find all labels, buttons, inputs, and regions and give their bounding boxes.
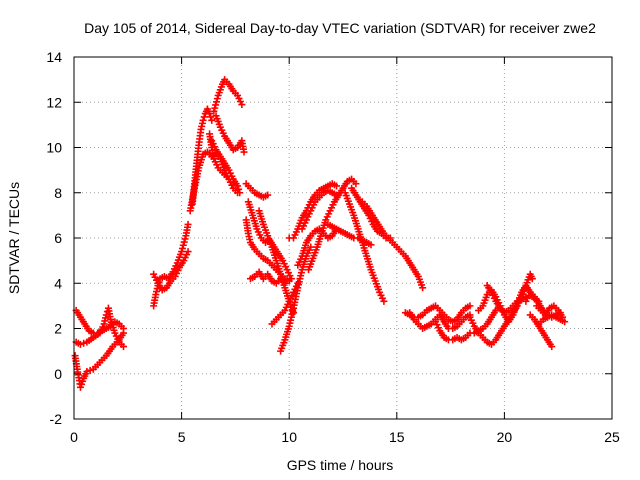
data-series	[305, 175, 360, 274]
x-tick-label: 25	[604, 429, 620, 445]
data-point-marker	[178, 244, 186, 252]
y-tick-label: 0	[54, 366, 62, 382]
data-series	[212, 112, 248, 156]
x-tick-label: 15	[389, 429, 405, 445]
data-point-marker	[76, 340, 84, 348]
data-point-marker	[235, 185, 243, 193]
y-tick-label: 12	[46, 94, 62, 110]
data-point-marker	[119, 343, 127, 351]
x-tick-label: 0	[70, 429, 78, 445]
data-point-marker	[528, 275, 536, 283]
data-point-marker	[210, 107, 218, 115]
data-point-marker	[179, 241, 187, 249]
data-point-marker	[184, 220, 192, 228]
data-point-marker	[352, 180, 360, 188]
data-series	[526, 311, 556, 351]
data-series	[277, 243, 315, 355]
data-point-marker	[207, 113, 215, 121]
data-series	[242, 216, 293, 285]
data-series	[71, 329, 127, 391]
data-point-marker	[180, 238, 188, 246]
y-tick-label: 10	[46, 140, 62, 156]
data-point-marker	[80, 339, 88, 347]
data-point-marker	[213, 95, 221, 103]
data-series	[298, 186, 341, 233]
data-point-marker	[240, 148, 248, 156]
data-point-marker	[307, 243, 315, 251]
y-tick-label: 2	[54, 321, 62, 337]
data-point-marker	[212, 101, 220, 109]
data-point-marker	[86, 366, 94, 374]
y-axis-label: SDTVAR / TECUs	[6, 182, 22, 294]
data-point-marker	[380, 297, 388, 305]
labels-layer: 0 5 10 15 20 25 -2 0 2 4 6 8 10 12 14	[46, 49, 620, 445]
data-point-marker	[367, 241, 375, 249]
data-point-marker	[181, 235, 189, 243]
data-series	[208, 137, 244, 197]
data-point-marker	[234, 182, 242, 190]
data-series	[535, 311, 569, 328]
data-series	[483, 282, 530, 317]
x-axis-label: GPS time / hours	[287, 457, 394, 473]
data-point-marker	[236, 189, 244, 197]
data-series	[341, 189, 388, 305]
data-point-marker	[184, 248, 192, 256]
data-series	[150, 248, 192, 294]
chart-title: Day 105 of 2014, Sidereal Day-to-day VTE…	[84, 20, 596, 36]
data-point-marker	[333, 182, 341, 190]
data-point-marker	[287, 275, 295, 283]
data-point-marker	[561, 318, 569, 326]
y-tick-label: -2	[50, 411, 63, 427]
data-point-marker	[206, 110, 214, 118]
data-series	[432, 302, 504, 344]
y-tick-label: 8	[54, 185, 62, 201]
data-series	[255, 207, 298, 317]
x-tick-label: 10	[281, 429, 297, 445]
y-tick-label: 6	[54, 230, 62, 246]
data-point-marker	[83, 367, 91, 375]
data-point-marker	[200, 113, 208, 121]
data-series	[406, 309, 474, 332]
data-series	[466, 270, 536, 348]
x-tick-label: 20	[497, 429, 513, 445]
ticks-layer	[73, 56, 613, 420]
x-tick-label: 5	[178, 429, 186, 445]
data-point-marker	[119, 329, 127, 337]
data-point-marker	[102, 311, 110, 319]
data-series	[242, 180, 272, 201]
y-tick-label: 14	[46, 49, 62, 65]
data-point-marker	[548, 343, 556, 351]
data-point-marker	[238, 101, 246, 109]
data-point-marker	[466, 302, 474, 310]
y-tick-label: 4	[54, 275, 62, 291]
data-point-marker	[199, 116, 207, 124]
data-point-marker	[208, 116, 216, 124]
data-point-marker	[178, 248, 186, 256]
data-series	[358, 198, 427, 292]
data-series	[210, 76, 246, 115]
data-point-marker	[211, 104, 219, 112]
data-point-marker	[212, 98, 220, 106]
data-series	[324, 220, 375, 249]
data-point-marker	[419, 284, 427, 292]
data-point-marker	[264, 191, 272, 199]
data-layer	[71, 76, 569, 391]
